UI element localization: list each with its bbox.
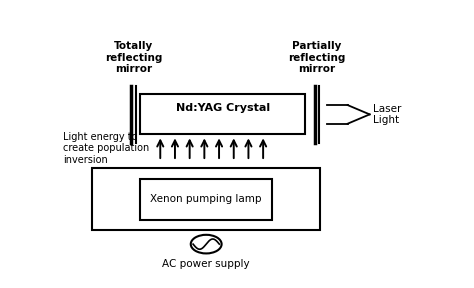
Circle shape	[191, 235, 222, 253]
Text: Totally
reflecting
mirror: Totally reflecting mirror	[105, 41, 162, 74]
Bar	[92, 168, 320, 230]
Text: AC power supply: AC power supply	[163, 259, 250, 269]
Text: Nd:YAG Crystal: Nd:YAG Crystal	[176, 103, 270, 113]
Text: Laser
Light: Laser Light	[374, 104, 401, 125]
Text: Xenon pumping lamp: Xenon pumping lamp	[150, 194, 262, 204]
Bar	[140, 179, 272, 220]
Bar	[140, 94, 305, 134]
Text: Light energy to
create population
inversion: Light energy to create population invers…	[63, 132, 149, 165]
Text: Partially
reflecting
mirror: Partially reflecting mirror	[289, 41, 346, 74]
